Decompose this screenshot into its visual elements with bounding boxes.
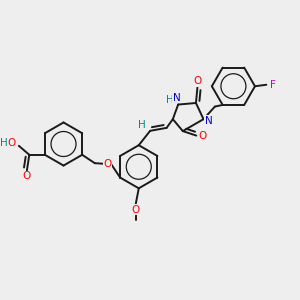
Text: H: H [0, 138, 8, 148]
Text: F: F [270, 80, 276, 90]
Text: N: N [205, 116, 213, 126]
Text: H: H [166, 95, 174, 105]
Text: O: O [193, 76, 202, 86]
Text: O: O [198, 130, 206, 141]
Text: O: O [8, 138, 16, 148]
Text: H: H [138, 120, 146, 130]
Text: O: O [132, 205, 140, 215]
Text: O: O [103, 159, 112, 169]
Text: N: N [173, 93, 181, 103]
Text: O: O [23, 171, 31, 181]
